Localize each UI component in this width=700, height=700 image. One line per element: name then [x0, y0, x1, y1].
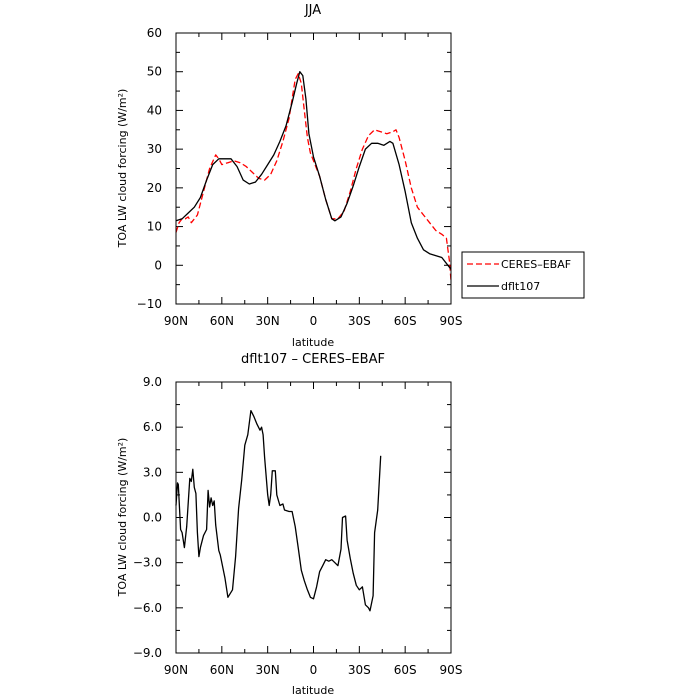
y-tick-label: −9.0 [133, 646, 162, 660]
y-tick-label: 30 [147, 142, 162, 156]
y-tick-label: 0 [154, 258, 162, 272]
series-line-dflt107 [175, 71, 452, 270]
y-tick-label: 6.0 [143, 420, 162, 434]
y-tick-label: 20 [147, 181, 162, 195]
bottom-x-axis-label: latitude [292, 684, 334, 697]
x-tick-label: 90S [440, 663, 463, 677]
y-tick-label: 10 [147, 220, 162, 234]
x-tick-label: 0 [310, 663, 318, 677]
legend-label-ceres: CERES–EBAF [501, 258, 571, 271]
bottom-plot-frame [175, 381, 452, 654]
x-tick-label: 30N [256, 314, 280, 328]
top-chart-title: JJA [304, 3, 321, 18]
x-tick-label: 0 [310, 314, 318, 328]
y-tick-label: 50 [147, 65, 162, 79]
top-series-lines [175, 71, 452, 281]
bottom-panel: dflt107 – CERES–EBAF 9.0 6.0 3.0 0.0 −3.0 −6.… [116, 352, 462, 697]
legend-label-dflt107: dflt107 [501, 280, 540, 293]
y-tick-label: 0.0 [143, 511, 162, 525]
y-tick-label: −10 [137, 297, 162, 311]
x-tick-label: 30S [348, 314, 371, 328]
y-tick-label: −3.0 [133, 556, 162, 570]
bottom-series-lines [175, 409, 382, 612]
x-tick-label: 60N [210, 314, 234, 328]
x-tick-label: 60S [394, 663, 417, 677]
bottom-y-axis-ticks: 9.0 6.0 3.0 0.0 −3.0 −6.0 −9.0 [133, 375, 451, 660]
bottom-x-axis-ticks: 90N 60N 30N 0 30S 60S 90S [164, 382, 463, 677]
top-y-axis-ticks: 60 50 40 30 20 10 0 −10 [137, 26, 451, 311]
x-tick-label: 60S [394, 314, 417, 328]
top-x-axis-label: latitude [292, 336, 334, 349]
x-tick-label: 60N [210, 663, 234, 677]
x-tick-label: 90N [164, 663, 188, 677]
y-tick-label: 40 [147, 103, 162, 117]
x-tick-label: 30N [256, 663, 280, 677]
y-tick-label: 9.0 [143, 375, 162, 389]
top-plot-frame [175, 32, 452, 305]
x-tick-label: 90N [164, 314, 188, 328]
top-panel: JJA 60 50 40 30 20 10 0 −10 90N 60N 30N 0 30S 60S 90S… [116, 3, 585, 349]
series-line-diff-0 [175, 409, 382, 612]
y-tick-label: 3.0 [143, 465, 162, 479]
top-x-axis-ticks: 90N 60N 30N 0 30S 60S 90S [164, 33, 463, 328]
x-tick-label: 30S [348, 663, 371, 677]
y-tick-label: −6.0 [133, 601, 162, 615]
series-line-ceres-ebaf [175, 73, 452, 281]
x-tick-label: 90S [440, 314, 463, 328]
y-tick-label: 60 [147, 26, 162, 40]
top-y-axis-label: TOA LW cloud forcing (W/m²) [116, 89, 129, 249]
legend-box [461, 251, 585, 299]
legend: CERES–EBAF dflt107 [461, 251, 585, 299]
bottom-y-axis-label: TOA LW cloud forcing (W/m²) [116, 438, 129, 598]
bottom-chart-title: dflt107 – CERES–EBAF [241, 352, 385, 367]
